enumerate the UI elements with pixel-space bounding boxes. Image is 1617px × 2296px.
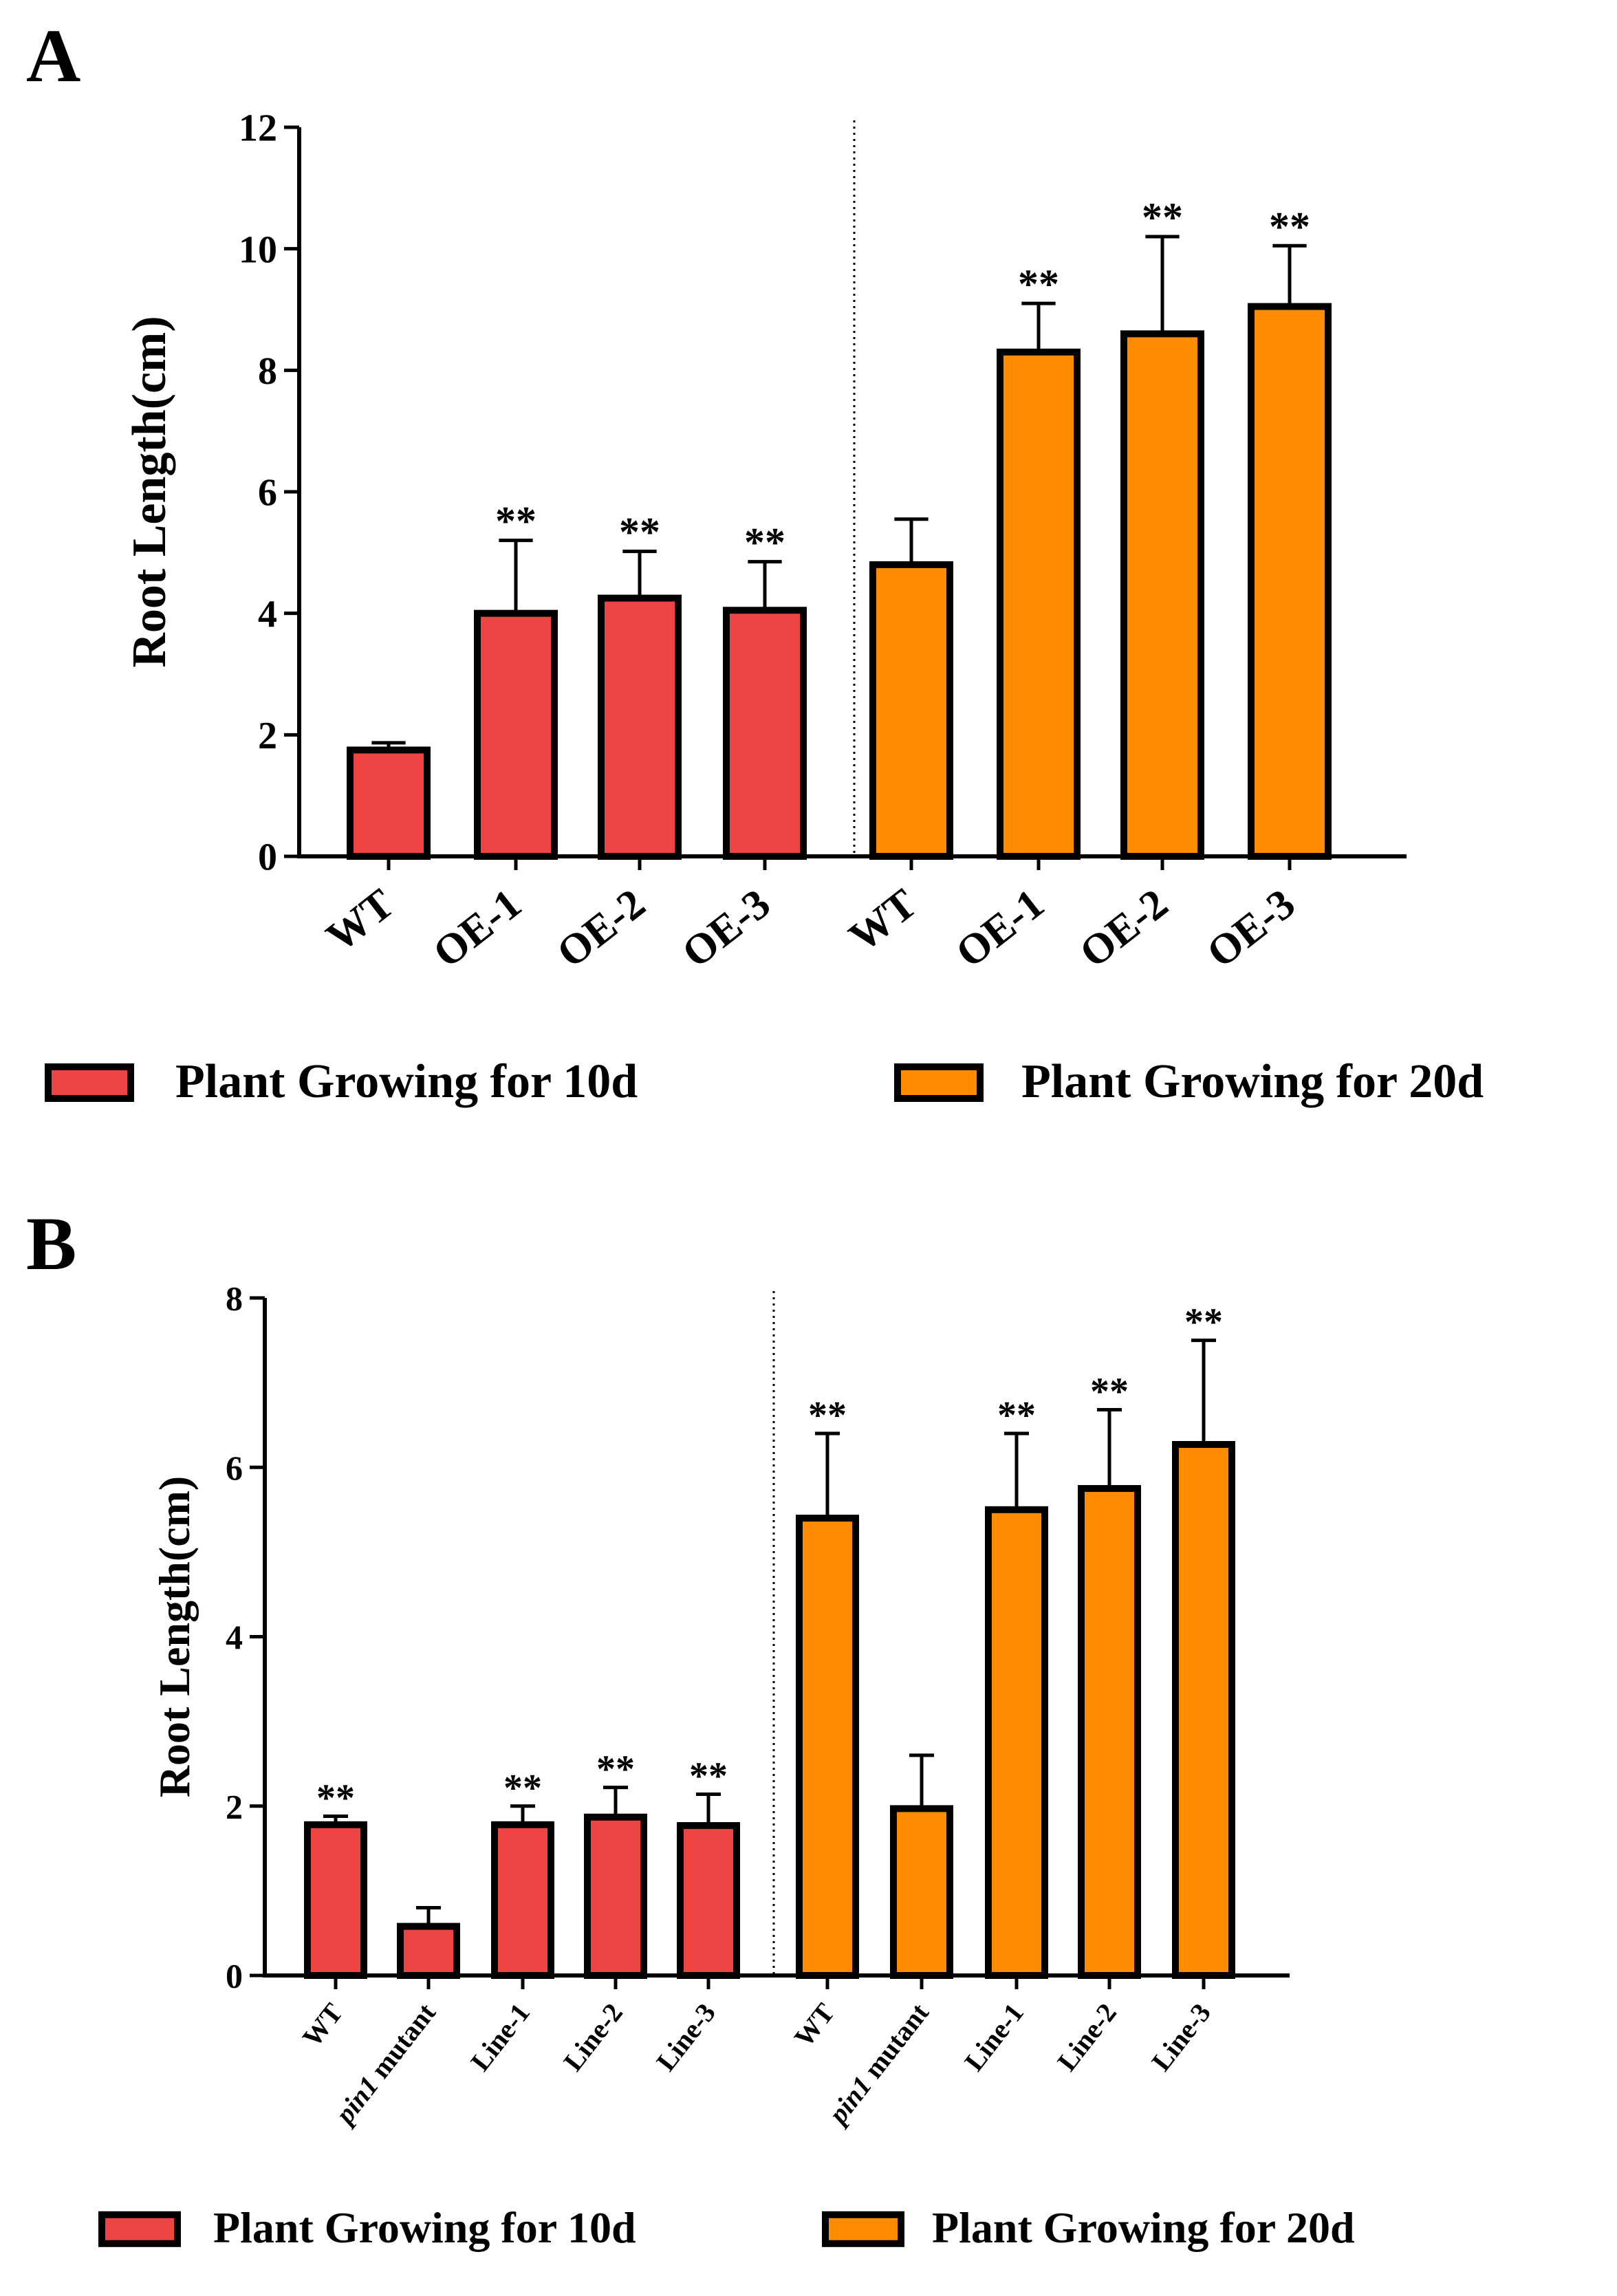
significance-label: **	[1018, 261, 1059, 307]
x-tick-label: Line-3	[1145, 1997, 1217, 2077]
x-tick-label: OE-3	[1198, 880, 1303, 977]
y-axis-title: Root Length(cm)	[123, 316, 176, 667]
bar	[796, 1515, 859, 1979]
x-tick-label: WT	[788, 1997, 841, 2053]
significance-label: **	[316, 1777, 355, 1820]
significance-label: **	[503, 1767, 542, 1810]
x-tick-label: OE-3	[673, 880, 779, 977]
significance-label: **	[997, 1394, 1036, 1437]
significance-label: **	[1269, 204, 1310, 249]
bar	[997, 348, 1081, 860]
y-tick-label: 2	[226, 1787, 243, 1826]
bar	[1078, 1485, 1141, 1979]
significance-label: **	[689, 1755, 728, 1798]
bar	[491, 1821, 554, 1979]
y-tick-label: 0	[258, 836, 277, 879]
panel-letter: B	[26, 1202, 76, 1286]
bar	[677, 1822, 740, 1980]
x-tick-label: Line-1	[958, 1997, 1030, 2077]
bar	[397, 1923, 460, 1979]
bar	[304, 1821, 367, 1979]
significance-label: **	[744, 520, 785, 565]
legend-label: Plant Growing for 10d	[175, 1055, 638, 1108]
bar	[890, 1805, 953, 1980]
bar	[1248, 303, 1332, 860]
legend-label: Plant Growing for 10d	[213, 2203, 636, 2252]
bar	[347, 746, 431, 860]
y-tick-label: 2	[258, 715, 277, 757]
x-tick-label: WT	[840, 880, 925, 961]
legend-swatch	[894, 1063, 984, 1102]
legend-label: Plant Growing for 20d	[932, 2203, 1355, 2252]
significance-label: **	[1184, 1301, 1223, 1344]
bar	[723, 607, 807, 860]
x-tick-label: Line-1	[464, 1997, 536, 2077]
legend-swatch	[45, 1063, 134, 1102]
bar	[598, 594, 682, 860]
significance-label: **	[1142, 195, 1183, 240]
x-tick-label: OE-2	[548, 880, 653, 977]
y-tick-label: 0	[226, 1957, 243, 1995]
panel-a-chart: A Root Length(cm) ** ** ** ** ** ** 0 2 4 6 8 10 12 WT O…	[26, 14, 1484, 1108]
significance-label: **	[495, 499, 536, 544]
y-tick-label: 6	[226, 1449, 243, 1487]
y-tick-label: 8	[226, 1279, 243, 1318]
y-tick-label: 6	[258, 472, 277, 515]
y-tick-label: 4	[226, 1618, 243, 1656]
y-tick-label: 10	[239, 228, 277, 271]
x-tick-label: OE-2	[1071, 880, 1176, 977]
bar	[869, 561, 953, 860]
x-tick-label: Line-2	[557, 1997, 629, 2077]
significance-label: **	[619, 510, 660, 555]
x-tick-label: WT	[318, 880, 402, 961]
x-tick-label: OE-1	[424, 880, 530, 977]
significance-label: **	[596, 1748, 635, 1791]
x-tick-label: OE-1	[947, 880, 1052, 977]
bar	[1172, 1441, 1235, 1980]
y-tick-label: 12	[239, 107, 277, 150]
bar	[985, 1506, 1048, 1979]
panel-letter: A	[26, 14, 80, 98]
x-tick-label: Line-3	[650, 1997, 721, 2077]
bar	[1120, 330, 1204, 860]
legend-swatch	[98, 2211, 181, 2247]
legend-swatch	[822, 2211, 904, 2247]
bar	[474, 609, 558, 860]
bar	[584, 1813, 647, 1980]
significance-label: **	[1090, 1371, 1129, 1414]
legend-label: Plant Growing for 20d	[1021, 1055, 1484, 1108]
y-axis-title: Root Length(cm)	[150, 1476, 199, 1797]
y-tick-label: 4	[258, 593, 277, 636]
y-tick-label: 8	[258, 350, 277, 393]
significance-label: **	[808, 1394, 847, 1437]
x-tick-label: WT	[296, 1997, 349, 2053]
x-tick-label: Line-2	[1051, 1997, 1122, 2077]
